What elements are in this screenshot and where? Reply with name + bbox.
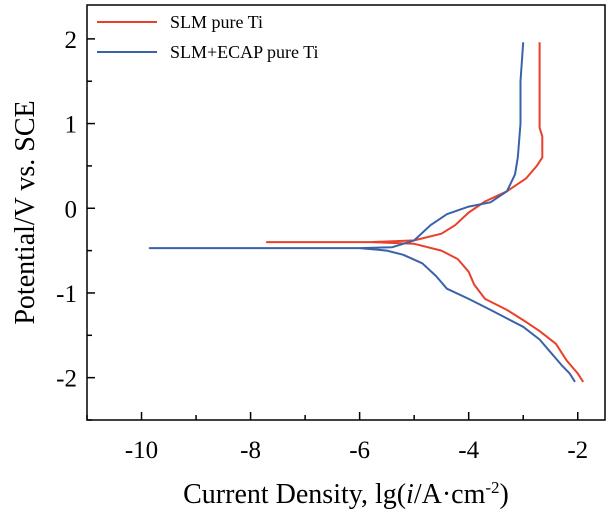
y-tick-label: 2 bbox=[65, 27, 78, 54]
y-tick-label: -1 bbox=[56, 281, 77, 308]
y-tick-label: 1 bbox=[65, 112, 78, 139]
series-line-1 bbox=[265, 42, 585, 383]
plot-frame bbox=[86, 4, 606, 421]
x-tick-label: -4 bbox=[458, 437, 479, 464]
x-tick-label: -10 bbox=[125, 437, 158, 464]
y-tick-label: -2 bbox=[56, 366, 77, 393]
legend-label-1: SLM pure Ti bbox=[170, 12, 263, 32]
x-tick-label: -2 bbox=[567, 437, 588, 464]
x-tick-label: -8 bbox=[240, 437, 261, 464]
y-tick-label: 0 bbox=[65, 196, 78, 223]
x-tick-label: -6 bbox=[349, 437, 370, 464]
legend-label-2: SLM+ECAP pure Ti bbox=[170, 42, 319, 62]
y-axis-title: Potential/V vs. SCE bbox=[10, 100, 41, 324]
series-line-2 bbox=[148, 42, 576, 383]
x-axis-title: Current Density, lg(i/A·cm-2) bbox=[183, 478, 509, 510]
